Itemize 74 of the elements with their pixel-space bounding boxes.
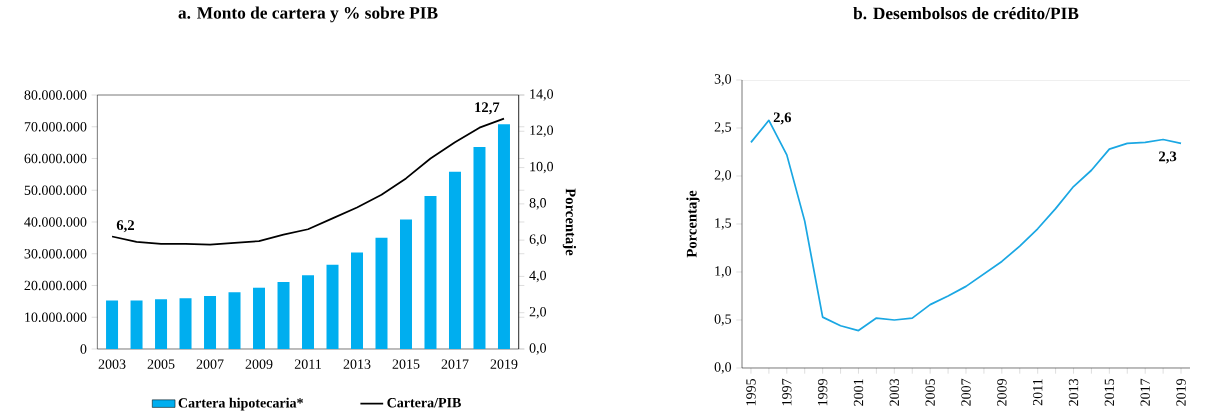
bar: [326, 264, 339, 349]
y-tick-label: 2,5: [714, 122, 732, 134]
y-tick-label: 3,0: [714, 74, 732, 86]
x-tick-label: 2005: [147, 359, 175, 369]
y-tick-label: 80.000.000: [24, 90, 87, 100]
y2-tick-label: 0,0: [529, 343, 547, 355]
y-tick-label: 70.000.000: [24, 122, 87, 132]
y-tick-label: 60.000.000: [24, 153, 87, 164]
y-tick-label: 1,0: [715, 266, 732, 278]
x-tick-label: 2015: [1104, 378, 1115, 406]
x-tick-label: 2003: [889, 378, 900, 406]
x-tick-label: 2011: [294, 359, 321, 369]
y-axis-title: Porcentaje: [686, 190, 700, 258]
y-tick-label: 20.000.000: [24, 280, 87, 291]
y-tick-label: 0,0: [714, 362, 732, 374]
bar: [253, 287, 266, 349]
bar: [155, 299, 168, 349]
x-tick-label: 2019: [490, 359, 518, 369]
y-tick-label: 1,5: [715, 218, 732, 230]
y-tick-label: 0: [80, 344, 87, 354]
bar: [424, 195, 437, 349]
bar: [351, 252, 364, 349]
x-tick-label: 1999: [817, 378, 828, 406]
annotation: 6,2: [116, 220, 135, 233]
y2-tick-label: 2,0: [529, 306, 547, 319]
bar: [277, 282, 290, 349]
bar: [473, 147, 486, 349]
x-tick-label: 2015: [392, 359, 420, 369]
x-tick-label: 1997: [782, 378, 792, 406]
bar: [204, 295, 217, 349]
x-tick-label: 2011: [1032, 379, 1043, 406]
x-tick-label: 2013: [343, 359, 371, 369]
x-tick-label: 2007: [196, 359, 224, 369]
legend-label: Cartera/PIB: [387, 397, 461, 408]
y-tick-label: 10.000.000: [25, 312, 87, 322]
y2-tick-label: 14,0: [530, 89, 554, 101]
y-tick-label: 30.000.000: [24, 248, 87, 259]
y-tick-label: 50.000.000: [24, 185, 87, 195]
legend-label: Cartera hipotecaria*: [178, 397, 303, 411]
x-tick-label: 1995: [746, 378, 756, 406]
bar: [497, 124, 510, 349]
bar: [375, 237, 388, 349]
chart-title: b. Desembolsos de crédito/PIB: [853, 7, 1079, 20]
y-tick-label: 0,5: [714, 314, 732, 326]
x-tick-label: 2003: [98, 359, 126, 369]
x-tick-label: 2017: [1140, 378, 1150, 406]
bar: [228, 292, 241, 349]
y2-tick-label: 6,0: [529, 234, 547, 246]
x-tick-label: 2001: [853, 379, 864, 406]
y2-tick-label: 12,0: [530, 125, 554, 138]
bar: [448, 171, 461, 349]
line-series: [111, 117, 505, 246]
bar: [106, 300, 119, 349]
y-tick-label: 40.000.000: [24, 217, 87, 227]
x-tick-label: 2009: [245, 359, 273, 369]
annotation: 12,7: [475, 102, 500, 115]
bar: [130, 300, 143, 349]
y2-axis-title: Porcentaje: [562, 188, 577, 256]
bar: [400, 219, 412, 349]
y-tick-label: 2,0: [714, 170, 732, 182]
x-tick-label: 2007: [961, 378, 971, 406]
x-tick-label: 2017: [441, 359, 469, 369]
x-tick-label: 2005: [925, 378, 935, 406]
y2-tick-label: 10,0: [530, 161, 554, 174]
chart-title: a. Monto de cartera y % sobre PIB: [178, 6, 438, 23]
bar: [179, 298, 192, 349]
y2-tick-label: 8,0: [529, 198, 547, 210]
x-tick-label: 2009: [997, 378, 1007, 406]
annotation: 2,3: [1159, 151, 1177, 164]
x-tick-label: 2019: [1176, 378, 1186, 406]
annotation: 2,6: [773, 112, 792, 125]
bar: [302, 275, 315, 349]
x-tick-label: 2013: [1068, 378, 1079, 406]
y2-tick-label: 4,0: [529, 270, 547, 283]
